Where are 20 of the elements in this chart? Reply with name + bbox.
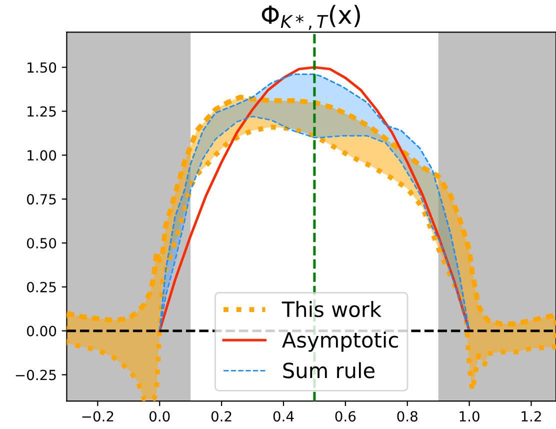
y-tick-label: 1.00 [28, 150, 56, 161]
x-tick-label: −0.2 [82, 411, 114, 422]
legend-label: Asymptotic [282, 332, 398, 352]
x-tick-label: 0.0 [149, 411, 170, 422]
y-tick-label: 1.50 [28, 62, 56, 73]
y-tick-label: −0.25 [16, 370, 56, 380]
x-tick-label: 1.2 [522, 411, 541, 422]
y-tick-label: 0.50 [26, 238, 56, 248]
legend-label: This work [282, 301, 382, 318]
x-tick-label: 0.8 [397, 411, 418, 422]
y-tick-label: 1.25 [28, 106, 56, 117]
y-tick-label: 0.75 [26, 194, 56, 205]
legend-label: Sum rule [283, 362, 374, 378]
x-tick-label: 0.6 [335, 411, 356, 422]
x-tick-label: 0.4 [273, 411, 294, 422]
y-tick-label: 0.00 [26, 326, 56, 336]
x-tick-label: 1.0 [460, 411, 480, 422]
x-tick-label: 0.2 [211, 411, 232, 422]
y-tick-label: 0.25 [26, 282, 56, 292]
chart-title: Φ$_{K*,T}$(x) [262, 4, 360, 30]
